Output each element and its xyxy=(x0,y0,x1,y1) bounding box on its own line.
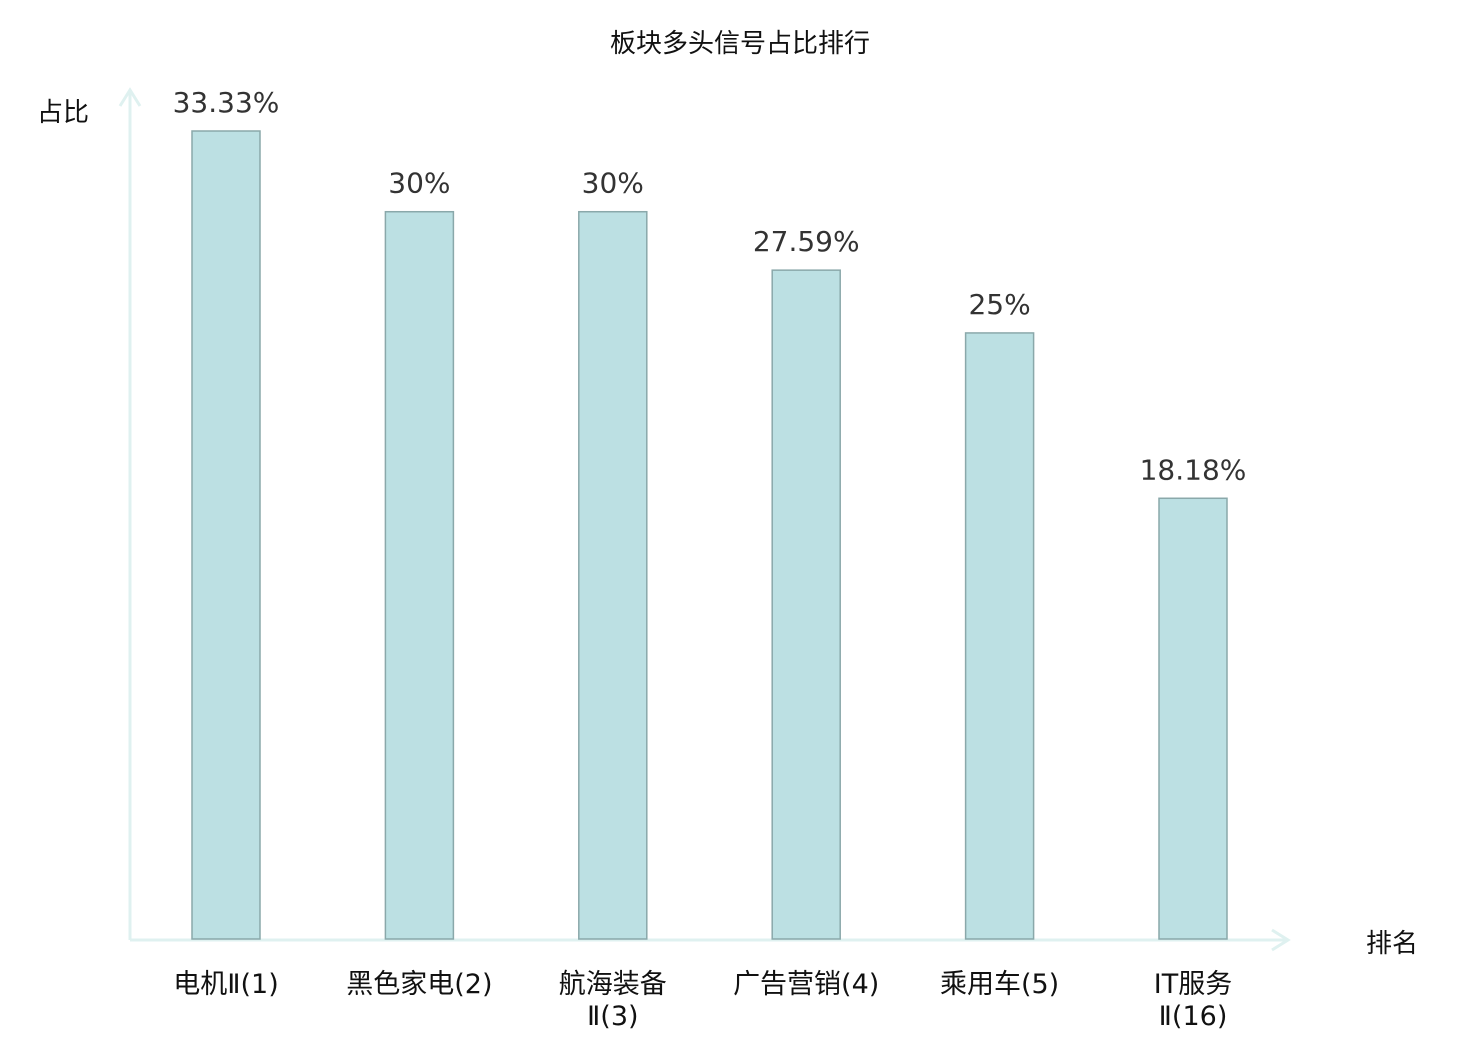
y-axis-arrow xyxy=(118,87,142,107)
x-tick-label: 乘用车(5) xyxy=(940,969,1059,1000)
x-tick-label: IT服务 xyxy=(1154,969,1232,1000)
bar xyxy=(964,332,1035,940)
data-label: 27.59% xyxy=(753,225,860,258)
x-tick-label: 黑色家电(2) xyxy=(346,969,492,1000)
axes xyxy=(118,87,1291,952)
x-tick-label: Ⅱ(16) xyxy=(1159,1001,1228,1032)
bar xyxy=(771,269,841,940)
data-label: 33.33% xyxy=(173,86,280,119)
y-axis-label: 占比 xyxy=(37,98,89,128)
x-tick-label: 航海装备 xyxy=(559,969,667,1000)
bar xyxy=(384,210,455,940)
data-label: 18.18% xyxy=(1140,453,1247,486)
data-label: 30% xyxy=(582,167,644,200)
x-axis-arrow xyxy=(1271,928,1291,952)
x-tick-label: 电机Ⅱ(1) xyxy=(173,969,279,1000)
chart-title: 板块多头信号占比排行 xyxy=(610,29,870,59)
bar xyxy=(191,130,261,940)
bar xyxy=(1158,497,1228,940)
x-tick-label: 广告营销(4) xyxy=(733,969,879,1000)
x-axis-label: 排名 xyxy=(1366,929,1418,959)
data-label: 30% xyxy=(388,167,450,200)
data-label: 25% xyxy=(968,288,1030,321)
x-tick-label: Ⅱ(3) xyxy=(587,1001,639,1032)
bar xyxy=(578,210,648,940)
